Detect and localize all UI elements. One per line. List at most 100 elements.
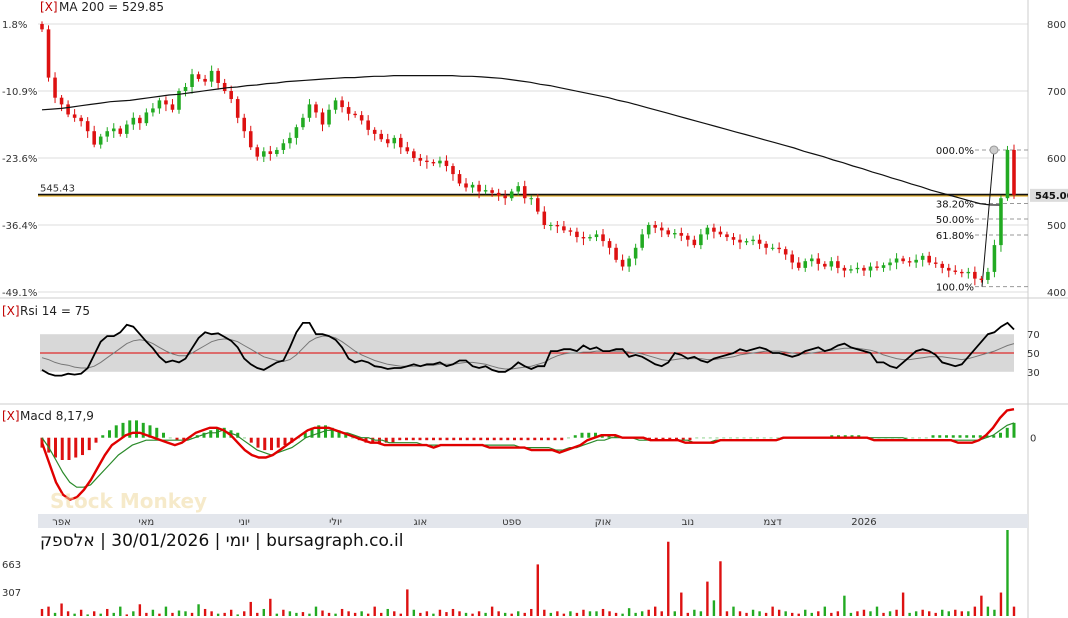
candle-body [803,261,808,268]
macd-hist-bar [256,437,260,448]
candle-body [125,124,129,134]
macd-hist-bar [668,437,672,441]
candle-body [542,211,547,225]
volume-bar [791,612,794,616]
candle-body [242,117,247,132]
macd-hist-bar [155,427,159,438]
volume-bar [203,608,207,616]
volume-bar [269,598,272,616]
candle-body [196,74,201,79]
candle-body [607,241,612,248]
candle-body [536,198,540,212]
volume-bar [954,609,957,616]
candle-body [692,239,697,246]
volume-bar [804,609,807,616]
macd-hist-bar [330,427,334,438]
rsi-line [41,321,1015,377]
macd-hist-bar [904,437,908,439]
candlesticks [40,21,1016,286]
rsi-tick: 30 [1027,368,1040,379]
candle-body [783,249,788,255]
ma200-line [41,75,1000,206]
macd-hist-bar [303,432,307,438]
candle-body [105,131,110,137]
rsi-toggle[interactable]: [X] [2,304,20,318]
candle-body [66,104,70,115]
macd-hist-bar [506,437,510,441]
macd-hist-bar [688,437,692,441]
macd-line [40,408,1015,501]
volume-bar [967,611,970,616]
macd-hist-bar [324,425,327,438]
volume-bar [373,606,376,616]
ma-toggle[interactable]: [X] [40,0,58,14]
candle-body [451,166,455,175]
volume-bar [393,611,396,616]
volume-bar [673,611,676,616]
price-pct-tick: -36.4% [2,221,37,232]
macd-hist-bar [978,435,982,438]
candle-body [529,198,534,200]
candle-body [999,198,1003,246]
candle-body [203,78,207,82]
macd-hist-bar [438,437,442,441]
macd-hist-bar [850,435,854,438]
candle-body [549,225,553,226]
macd-hist-bar [675,437,678,441]
volume-bar [1012,606,1016,616]
volume-bar [725,611,729,616]
candle-body [275,149,279,154]
macd-hist-bar [175,437,179,441]
volume-bar [340,608,344,616]
volume-bar [993,609,996,616]
macd-hist-bar [121,422,125,438]
macd-hist-bar [283,437,287,446]
candle-body [333,100,338,110]
macd-toggle[interactable]: [X] [2,409,20,423]
macd-hist-bar [938,435,942,438]
volume-bar [288,611,292,616]
volume-bar [92,611,96,616]
price-tick: 800 [1047,20,1066,31]
macd-hist-bar [560,437,564,441]
macd-hist-bar [405,437,408,441]
volume-bar [862,609,866,616]
fib-level-label: 100.0% [936,283,974,294]
fib-anchor-line [981,149,995,287]
volume-bar [184,611,187,616]
macd-hist-bar [654,437,658,441]
volume-bar [627,608,631,616]
month-label: נוב [682,517,695,528]
volume-bar [588,611,592,616]
macd-hist-bar [533,437,537,441]
volume-bar [836,611,840,616]
macd-hist-bar [398,437,402,441]
macd-hist-bar [918,437,921,439]
volume-bar [849,612,853,616]
candle-body [98,136,103,145]
volume-bar [980,595,983,616]
macd-hist-bar [945,435,948,438]
volume-bar [503,612,507,616]
candle-body [248,131,253,148]
volume-bar [177,610,181,616]
candle-body [555,225,560,227]
volume-bar [164,606,168,616]
fib-handle[interactable] [989,145,999,155]
macd-hist-bar [148,425,152,438]
macd-hist-bar [1012,422,1016,438]
volume-bar [817,611,820,616]
volume-bar [419,612,422,616]
price-tick: 700 [1047,87,1066,98]
volume-bars [40,530,1016,616]
volume-bar [797,613,800,616]
macd-hist-bar [594,432,597,438]
candle-body [568,230,573,232]
volume-bar [973,606,977,616]
volume-bar [210,611,213,616]
volume-bar [249,601,252,616]
candle-body [581,237,586,239]
candle-body [399,137,403,148]
candle-body [875,266,879,268]
macd-panel: 0 [X] Macd 8,17,9 Stock Monkey [0,403,1068,513]
